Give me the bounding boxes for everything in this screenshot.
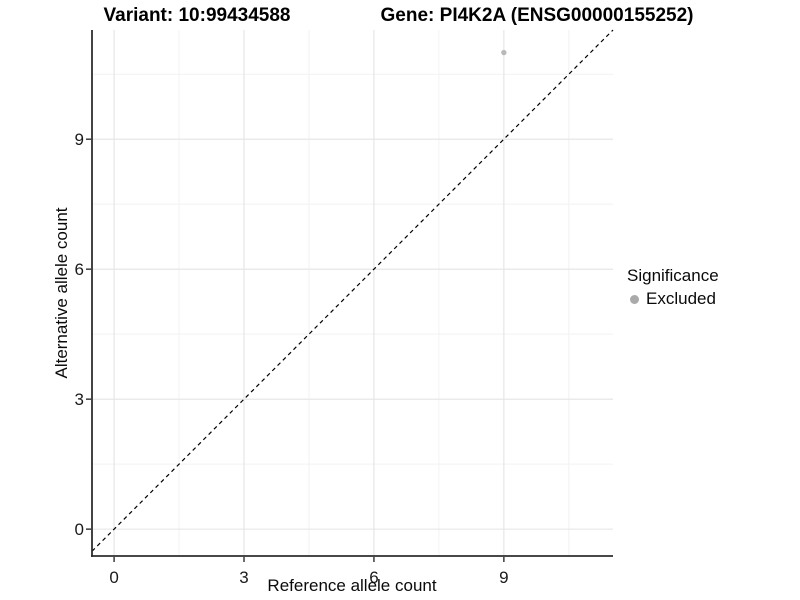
excluded-marker-icon — [630, 294, 639, 304]
legend-item-excluded: Excluded — [627, 289, 719, 309]
y-axis-title: Alternative allele count — [52, 207, 71, 379]
y-tick-label: 0 — [75, 520, 84, 539]
x-tick-label: 0 — [109, 568, 118, 587]
identity-line — [91, 29, 614, 552]
x-tick-label: 6 — [369, 568, 378, 587]
x-tick-label: 9 — [499, 568, 508, 587]
legend-title: Significance — [627, 266, 719, 285]
y-tick-label: 3 — [75, 390, 84, 409]
legend: Significance Excluded — [627, 266, 719, 309]
variant-title: Variant: 10:99434588 — [103, 5, 291, 26]
x-tick-label: 3 — [239, 568, 248, 587]
legend-item-label: Excluded — [646, 289, 716, 308]
x-axis-title: Reference allele count — [267, 576, 437, 595]
y-tick-label: 9 — [75, 130, 84, 149]
gene-title: Gene: PI4K2A (ENSG00000155252) — [380, 5, 694, 26]
data-point — [501, 49, 507, 56]
y-tick-label: 6 — [75, 260, 84, 279]
